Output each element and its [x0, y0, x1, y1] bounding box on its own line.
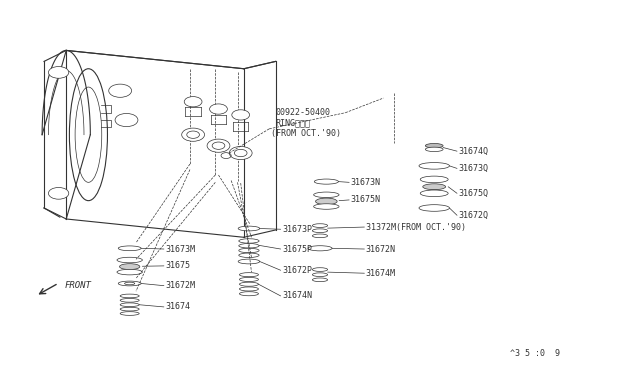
Ellipse shape [120, 307, 139, 311]
Ellipse shape [314, 204, 339, 209]
Ellipse shape [239, 253, 259, 257]
Ellipse shape [120, 298, 139, 302]
Text: ^3 5 :0  9: ^3 5 :0 9 [510, 349, 561, 358]
Ellipse shape [426, 144, 443, 148]
Text: (FROM OCT.'90): (FROM OCT.'90) [271, 129, 340, 138]
Ellipse shape [420, 190, 448, 197]
Text: 31672M: 31672M [165, 281, 195, 290]
Ellipse shape [426, 147, 443, 151]
Text: 31675P: 31675P [282, 244, 312, 254]
Ellipse shape [117, 269, 142, 275]
Ellipse shape [117, 257, 142, 263]
Ellipse shape [419, 163, 449, 169]
Ellipse shape [239, 248, 259, 253]
Text: 31673P: 31673P [282, 225, 312, 234]
Ellipse shape [239, 287, 259, 291]
Text: 31675: 31675 [165, 262, 190, 270]
Ellipse shape [120, 303, 139, 307]
Circle shape [210, 104, 227, 114]
Ellipse shape [120, 312, 139, 315]
Text: 31673N: 31673N [351, 178, 380, 187]
Text: 31674M: 31674M [365, 269, 396, 278]
Circle shape [49, 67, 68, 78]
Circle shape [182, 128, 205, 141]
Text: 31674Q: 31674Q [458, 147, 488, 156]
Ellipse shape [312, 229, 328, 232]
Ellipse shape [423, 184, 445, 190]
Ellipse shape [314, 192, 339, 198]
Text: 31672N: 31672N [365, 244, 396, 254]
Ellipse shape [312, 278, 328, 282]
Ellipse shape [239, 292, 259, 296]
Text: 31673Q: 31673Q [458, 164, 488, 173]
Circle shape [49, 187, 68, 199]
Ellipse shape [239, 278, 259, 282]
Circle shape [207, 139, 230, 152]
Ellipse shape [308, 246, 332, 251]
Text: RINGリング: RINGリング [276, 118, 310, 128]
Ellipse shape [312, 234, 328, 238]
Circle shape [229, 147, 252, 160]
Text: 00922-50400: 00922-50400 [276, 108, 331, 117]
Ellipse shape [239, 273, 259, 277]
Ellipse shape [419, 205, 449, 211]
Ellipse shape [239, 239, 259, 243]
Text: 31372M(FROM OCT.'90): 31372M(FROM OCT.'90) [365, 222, 466, 231]
Ellipse shape [312, 273, 328, 276]
Ellipse shape [238, 226, 260, 231]
Ellipse shape [239, 244, 259, 248]
Ellipse shape [312, 224, 328, 227]
Text: 31674N: 31674N [282, 291, 312, 301]
Circle shape [232, 110, 250, 120]
Ellipse shape [118, 281, 141, 286]
Ellipse shape [118, 246, 141, 251]
Ellipse shape [239, 282, 259, 286]
Ellipse shape [316, 198, 337, 205]
Ellipse shape [420, 176, 448, 183]
Ellipse shape [312, 268, 328, 272]
Ellipse shape [120, 294, 139, 298]
Text: 31675N: 31675N [351, 195, 380, 205]
Text: 31674: 31674 [165, 302, 190, 311]
Text: 31672Q: 31672Q [458, 211, 488, 220]
Text: 31673M: 31673M [165, 244, 195, 254]
Text: FRONT: FRONT [65, 281, 92, 290]
Ellipse shape [238, 259, 260, 264]
Ellipse shape [314, 179, 339, 184]
Ellipse shape [120, 264, 140, 270]
Circle shape [184, 97, 202, 107]
Text: 31675Q: 31675Q [458, 189, 488, 198]
Text: 31672P: 31672P [282, 266, 312, 275]
